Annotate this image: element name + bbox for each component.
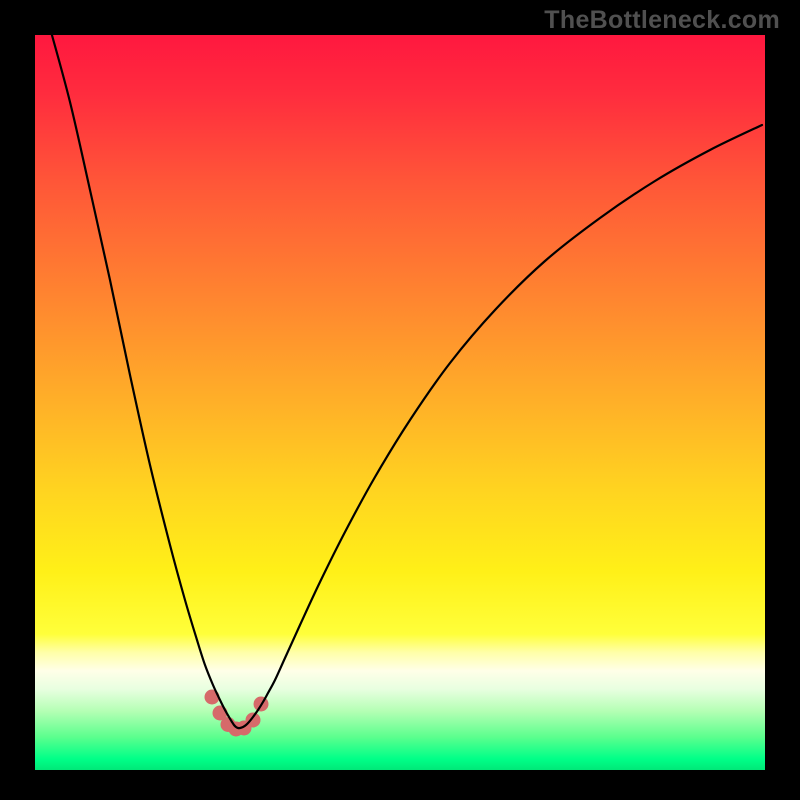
curve-layer (0, 0, 800, 800)
marker-cluster (205, 690, 269, 737)
watermark-text: TheBottleneck.com (544, 6, 780, 35)
bottleneck-curve (50, 28, 762, 728)
marker-dot (246, 713, 261, 728)
chart-frame: TheBottleneck.com (0, 0, 800, 800)
